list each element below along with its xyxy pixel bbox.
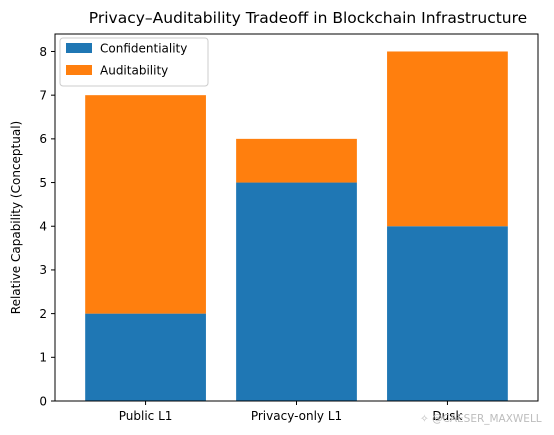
y-tick-label: 8	[39, 45, 47, 59]
y-tick-label: 1	[39, 351, 47, 365]
bar-confidentiality-1	[236, 182, 357, 401]
y-tick-label: 3	[39, 263, 47, 277]
y-axis: 0 1 2 3 4 5 6 7 8	[39, 45, 55, 408]
y-tick-label: 5	[39, 176, 47, 190]
legend-label-confidentiality: Confidentiality	[100, 42, 187, 56]
legend-label-auditability: Auditability	[100, 64, 168, 78]
x-tick-label: Public L1	[119, 409, 173, 423]
watermark-text: @CAESER_MAXWELL	[432, 413, 542, 425]
bars-group	[85, 51, 508, 401]
bar-confidentiality-2	[387, 226, 508, 401]
x-axis: Public L1 Privacy-only L1 Dusk	[119, 401, 463, 423]
x-tick-label: Privacy-only L1	[251, 409, 342, 423]
legend-frame	[59, 37, 209, 87]
watermark: ✧ @CAESER_MAXWELL	[420, 413, 542, 425]
bar-auditability-0	[85, 95, 206, 314]
y-tick-label: 6	[39, 132, 47, 146]
legend: Confidentiality Auditability	[59, 37, 209, 87]
y-tick-label: 0	[39, 394, 47, 408]
bar-auditability-2	[387, 51, 508, 227]
y-tick-label: 7	[39, 88, 47, 102]
sparkle-icon: ✧	[420, 413, 429, 425]
y-tick-label: 2	[39, 307, 47, 321]
x-tick-label: Dusk	[432, 409, 462, 423]
legend-swatch-confidentiality	[66, 43, 92, 53]
bar-confidentiality-0	[85, 313, 206, 401]
chart-title: Privacy–Auditability Tradeoff in Blockch…	[89, 9, 527, 27]
legend-items: Confidentiality Auditability	[66, 42, 187, 78]
y-tick-label: 4	[39, 220, 47, 234]
legend-swatch-auditability	[66, 65, 92, 75]
bar-auditability-1	[236, 138, 357, 183]
y-axis-label: Relative Capability (Conceptual)	[9, 121, 23, 314]
